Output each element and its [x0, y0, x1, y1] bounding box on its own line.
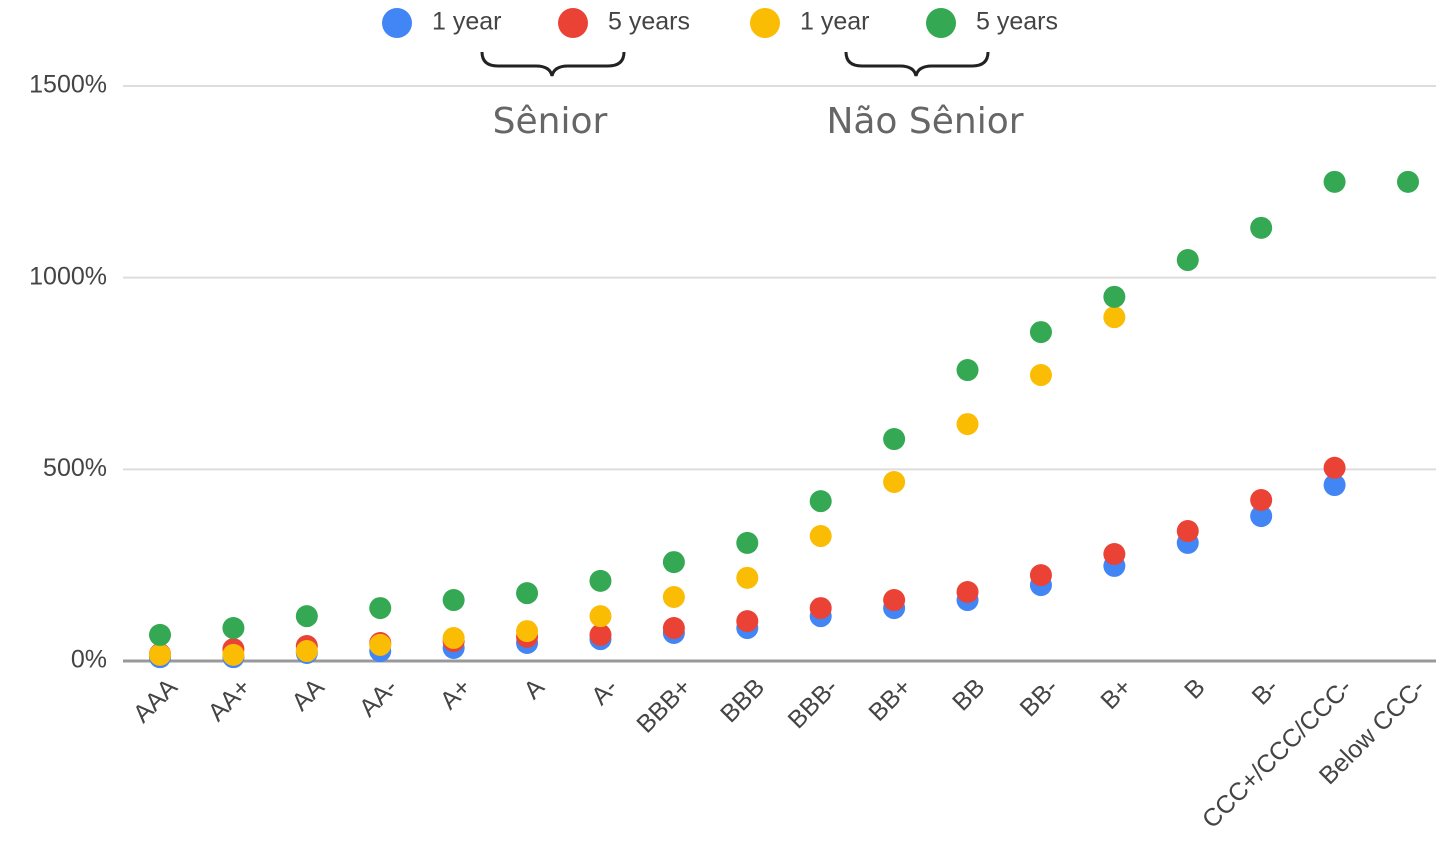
x-tick-label: A+: [435, 673, 477, 715]
dot: [883, 470, 906, 493]
annotation: Sênior: [493, 101, 608, 142]
dot: [736, 531, 759, 554]
dot: [662, 551, 685, 574]
x-tick-label: AA: [286, 673, 330, 717]
y-tick-label: 500%: [43, 454, 107, 482]
dot: [369, 633, 392, 656]
x-tick-label: B+: [1095, 673, 1137, 715]
dot: [589, 605, 612, 628]
dot: [1250, 505, 1273, 528]
dot: [1250, 489, 1273, 511]
dot: [589, 623, 612, 646]
dot: [1029, 564, 1052, 587]
dot: [662, 617, 685, 640]
dot: [589, 569, 612, 592]
dot: [809, 490, 832, 513]
dot: [149, 643, 171, 666]
x-tick-label: BB: [947, 673, 990, 716]
dot: [736, 610, 759, 633]
x-tick-label: B-: [1247, 673, 1284, 710]
annotation: Não Sênior: [826, 101, 1023, 142]
x-tick-label: A: [518, 673, 550, 705]
dot: [956, 581, 979, 603]
bracket: [844, 51, 990, 77]
dot: [1103, 306, 1126, 329]
dot: [1176, 520, 1199, 543]
dot: [1103, 285, 1126, 308]
dot: [1103, 543, 1126, 566]
y-tick-label: 1500%: [29, 71, 107, 99]
dot: [1029, 321, 1052, 344]
x-tick-label: AA+: [203, 673, 257, 727]
x-tick-label: BB+: [863, 673, 917, 727]
y-tick-label: 0%: [71, 646, 107, 674]
legend-marker: [382, 8, 412, 38]
x-tick-label: BB-: [1015, 673, 1064, 722]
y-tick-label: 1000%: [29, 262, 107, 290]
dot: [516, 620, 539, 643]
dot: [662, 585, 685, 608]
dot: [883, 428, 906, 451]
legend-label: 5 years: [608, 8, 690, 36]
dot: [442, 589, 465, 612]
dot: [883, 589, 906, 612]
dot: [736, 566, 759, 589]
legend-label: 5 years: [976, 8, 1058, 36]
dot: [956, 359, 979, 382]
dot: [295, 640, 318, 663]
dot: [1250, 216, 1273, 239]
legend-marker: [750, 8, 780, 38]
bracket: [480, 51, 626, 77]
dot: [442, 627, 465, 649]
dot: [1323, 170, 1346, 193]
dot: [809, 597, 832, 620]
dot: [1029, 364, 1052, 387]
dot: [956, 413, 979, 436]
x-tick-label: BBB+: [631, 673, 696, 738]
dot: [1176, 249, 1199, 272]
legend-label: 1 year: [800, 8, 869, 36]
dot: [295, 605, 318, 628]
dot: [1397, 170, 1419, 193]
x-tick-label: AA-: [354, 673, 403, 722]
dot: [1323, 456, 1346, 479]
x-tick-label: AAA: [128, 673, 183, 728]
legend-marker: [926, 8, 956, 38]
dot: [369, 597, 392, 620]
x-tick-label: B: [1179, 673, 1211, 705]
legend-marker: [558, 8, 588, 38]
x-tick-label: A-: [586, 673, 623, 710]
dot: [1323, 474, 1346, 497]
x-tick-label: BBB: [715, 673, 770, 728]
x-tick-label: BBB-: [783, 673, 844, 734]
dot: [516, 582, 539, 605]
dot: [149, 623, 171, 646]
dot: [222, 617, 245, 640]
dot: [809, 525, 832, 548]
dot: [222, 643, 245, 666]
legend-label: 1 year: [432, 8, 501, 36]
